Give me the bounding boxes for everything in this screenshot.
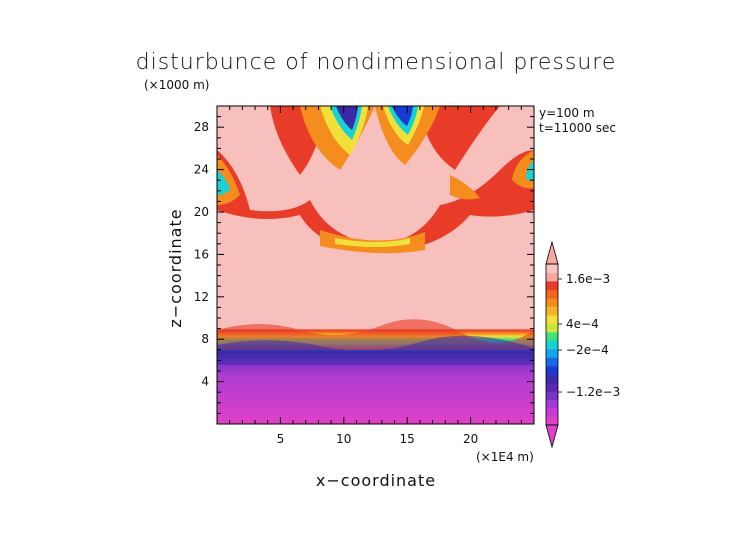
colorbar-swatch bbox=[546, 306, 558, 316]
colorbar-swatch bbox=[546, 382, 558, 392]
colorbar-label: −2e−4 bbox=[566, 343, 609, 357]
colorbar-frame bbox=[545, 263, 559, 426]
colorbar-label: −1.2e−3 bbox=[566, 385, 620, 399]
colorbar-swatch bbox=[546, 272, 558, 282]
x-tick-label: 15 bbox=[400, 432, 415, 446]
colorbar-label: 1.6e−3 bbox=[566, 272, 610, 286]
y-tick-label: 16 bbox=[194, 247, 209, 261]
colorbar-swatch bbox=[546, 323, 558, 333]
y-tick-label: 28 bbox=[194, 120, 209, 134]
y-axis-label: z−coordinate bbox=[166, 208, 185, 327]
y-unit-label: (×1000 m) bbox=[144, 78, 209, 92]
colorbar-min-arrow bbox=[545, 424, 559, 449]
y-tick-label: 4 bbox=[201, 375, 209, 389]
colorbar-swatch bbox=[546, 289, 558, 299]
x-axis-label: x−coordinate bbox=[316, 471, 436, 490]
chart-title: disturbunce of nondimensional pressure bbox=[136, 50, 617, 75]
y-tick-label: 12 bbox=[194, 290, 209, 304]
x-unit-label: (×1E4 m) bbox=[476, 450, 534, 464]
x-tick-label: 5 bbox=[277, 432, 285, 446]
colorbar-swatch bbox=[546, 264, 558, 273]
annotation-t: t=11000 sec bbox=[539, 121, 616, 135]
colorbar-swatch bbox=[546, 391, 558, 401]
colorbar-swatch bbox=[546, 416, 558, 426]
x-tick-label: 10 bbox=[336, 432, 351, 446]
axes: 5 10 15 20 4 8 12 16 20 24 28 bbox=[194, 106, 534, 446]
x-tick-label: 20 bbox=[463, 432, 478, 446]
colorbar-swatch bbox=[546, 297, 558, 307]
colorbar-label: 4e−4 bbox=[566, 317, 599, 331]
colorbar-swatch bbox=[546, 357, 558, 367]
colorbar-swatch bbox=[546, 280, 558, 290]
colorbar-swatch bbox=[546, 331, 558, 341]
colorbar-swatch bbox=[546, 340, 558, 350]
colorbar-swatch bbox=[546, 348, 558, 358]
y-tick-label: 8 bbox=[201, 332, 209, 346]
colorbar-swatch bbox=[546, 365, 558, 375]
colorbar-swatch bbox=[546, 374, 558, 384]
colorbar-max-arrow bbox=[545, 240, 559, 265]
colorbar-swatch bbox=[546, 314, 558, 324]
colorbar-swatch bbox=[546, 408, 558, 418]
colorbar-swatch bbox=[546, 399, 558, 409]
annotation-y: y=100 m bbox=[539, 106, 595, 120]
y-tick-label: 24 bbox=[194, 163, 209, 177]
y-tick-label: 20 bbox=[194, 205, 209, 219]
contour-field bbox=[217, 106, 534, 424]
colorbar: 1.6e−3 4e−4 −2e−4 −1.2e−3 bbox=[545, 240, 620, 449]
